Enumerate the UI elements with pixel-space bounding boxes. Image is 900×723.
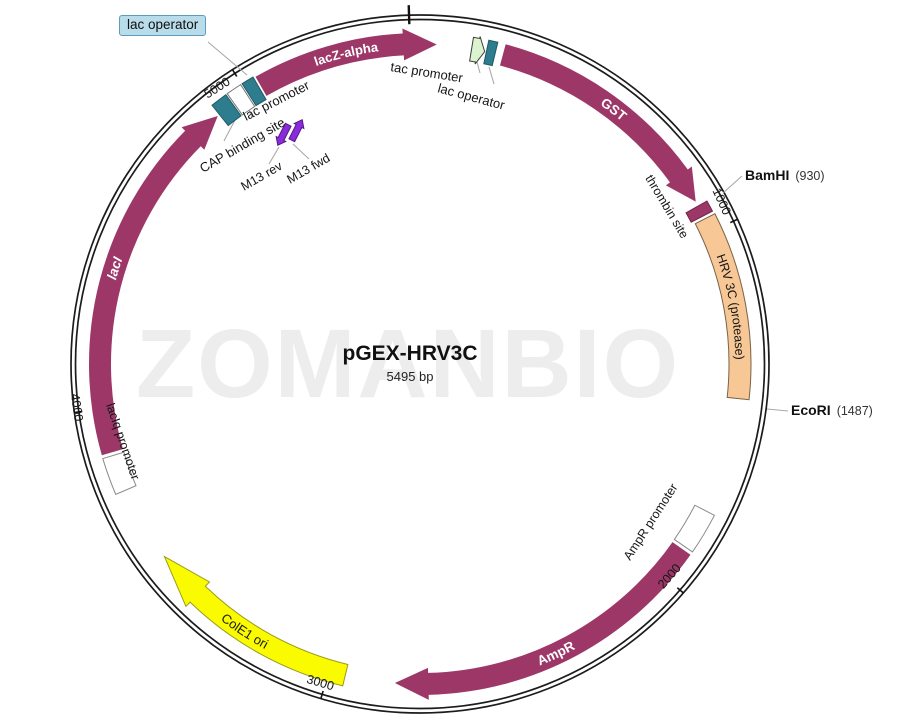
plasmid-size: 5495 bp	[386, 369, 434, 384]
lac-promoter-label-leader	[248, 109, 253, 118]
lac-operator-highlight-leader	[207, 41, 248, 76]
lac-operator-right-label-leader	[488, 66, 495, 85]
M13-rev-label-leader	[268, 146, 280, 165]
lac-operator-right-label[interactable]: lac operator	[436, 80, 507, 112]
watermark: ZOMANBIO	[136, 309, 680, 418]
backbone-ring	[74, 18, 766, 710]
feature-GST[interactable]	[499, 44, 696, 202]
M13-fwd-label[interactable]: M13 fwd	[285, 151, 333, 187]
tick-5000	[231, 69, 238, 77]
site-label-EcoRI[interactable]: EcoRI (1487)	[791, 402, 873, 418]
EcoRI-leader	[766, 408, 789, 412]
feature-AmpR-promoter-block[interactable]	[673, 504, 716, 553]
lac-operator-highlighted-label[interactable]: lac operator	[119, 15, 207, 36]
CAP-binding-site-label-leader	[223, 119, 236, 142]
tac-promoter-label-leader	[476, 61, 481, 74]
feature-thrombin-site-block[interactable]	[685, 200, 714, 223]
feature-lacIq-promoter-block[interactable]	[102, 451, 137, 496]
feature-ColE1-ori[interactable]	[163, 555, 349, 687]
feature-label-lacI: lacI	[104, 255, 125, 281]
feature-HRV3C[interactable]	[694, 213, 752, 401]
M13-rev-label[interactable]: M13 rev	[239, 159, 286, 194]
tick-3000	[320, 690, 324, 699]
tick-4000	[74, 410, 83, 414]
tick-label-4000: 4000	[68, 393, 86, 423]
tick-label-1000: 1000	[710, 186, 734, 217]
feature-tac-promoter-arrow[interactable]	[469, 36, 486, 65]
feature-AmpR[interactable]	[394, 542, 691, 700]
tick-2000	[676, 587, 684, 594]
backbone-ring	[70, 14, 770, 714]
M13-fwd-arrow[interactable]	[287, 117, 307, 143]
feature-lacZ-alpha[interactable]	[255, 28, 437, 96]
M13-fwd-label-leader	[292, 143, 310, 160]
feature-lac-operator-block-left[interactable]	[241, 76, 267, 107]
feature-lac-promoter-box[interactable]	[226, 83, 256, 116]
tick-1000	[729, 218, 738, 224]
feature-CAP-binding-site-block[interactable]	[211, 94, 242, 127]
tac-promoter-label[interactable]: tac promoter	[390, 59, 465, 85]
feature-lac-operator-block-right[interactable]	[483, 39, 499, 67]
BamHI-leader	[722, 175, 743, 194]
feature-lacI[interactable]	[89, 116, 218, 456]
site-label-BamHI[interactable]: BamHI (930)	[745, 167, 825, 183]
plasmid-name: pGEX-HRV3C	[342, 342, 478, 365]
origin-tick	[407, 5, 411, 25]
M13-rev-arrow[interactable]	[273, 122, 293, 147]
